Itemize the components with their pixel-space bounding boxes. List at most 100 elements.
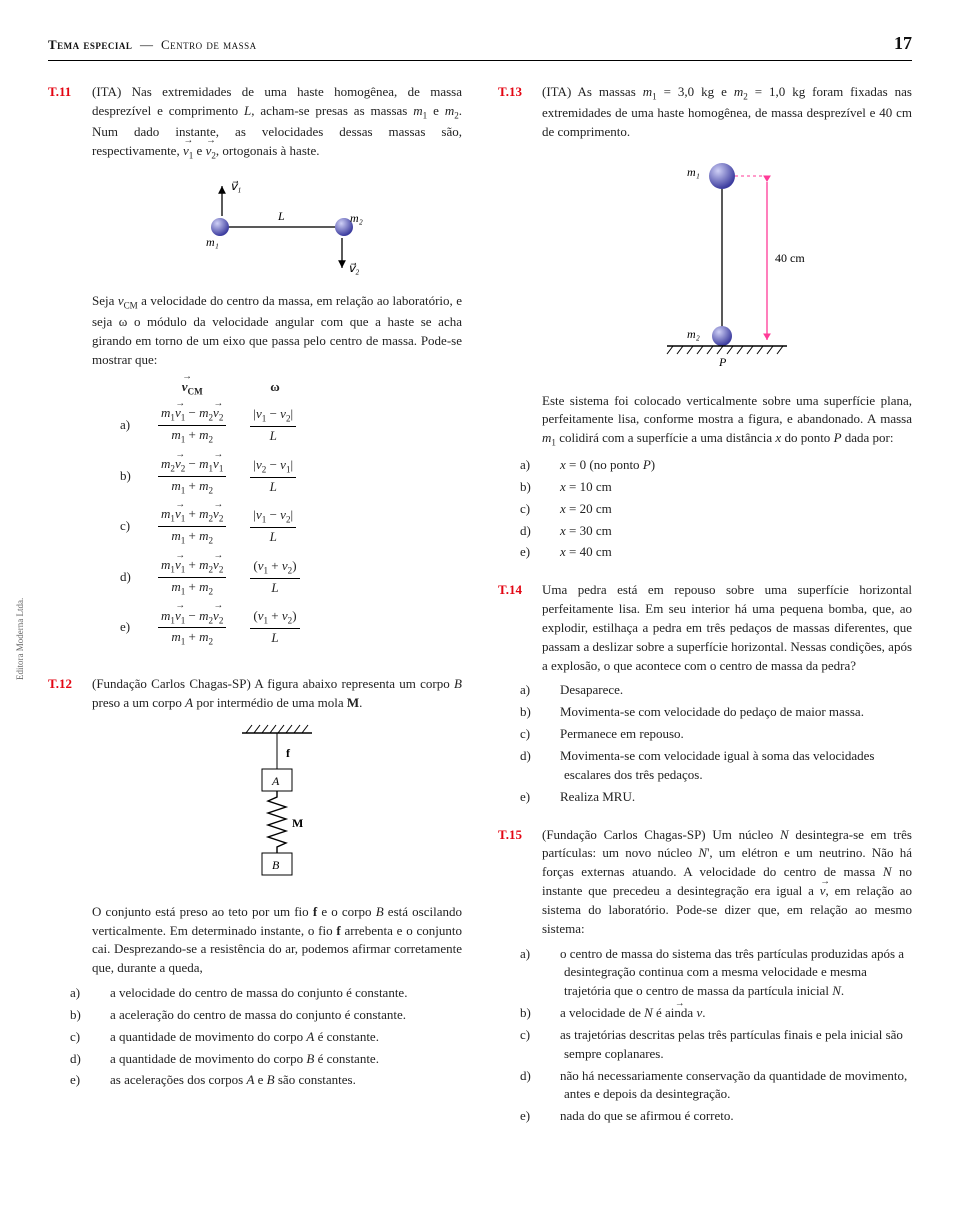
problem-body: Uma pedra está em repouso sobre uma supe… <box>542 581 912 809</box>
p11-opt-e: e) m1v1 − m2v2m1 + m2 (v1 + v2)L <box>110 603 312 654</box>
opt-vcm: m1v1 − m2v2m1 + m2 <box>146 603 238 654</box>
p12-opt-e-text: as acelerações dos corpos A e B são cons… <box>110 1072 356 1087</box>
problem-t12: T.12 (Fundação Carlos Chagas-SP) A figur… <box>48 675 462 1093</box>
opt-omega: (v1 + v2)L <box>238 552 311 603</box>
hdr-vcm: vCM <box>146 376 238 401</box>
p12-options: a)a velocidade do centro de massa do con… <box>92 984 462 1090</box>
p14-c-text: Permanece em repouso. <box>560 726 684 741</box>
header-topic-main: Tema especial <box>48 37 132 52</box>
problem-t15: T.15 (Fundação Carlos Chagas-SP) Um núcl… <box>498 826 912 1130</box>
right-column: T.13 (ITA) As massas m1 = 3,0 kg e m2 = … <box>498 83 912 1145</box>
p11-text1: (ITA) Nas extremidades de uma haste homo… <box>92 83 462 162</box>
p12-opt-b: b)a aceleração do centro de massa do con… <box>92 1006 462 1025</box>
p11-fig-L: L <box>277 209 285 223</box>
p13-fig-m2: m₂ <box>687 327 700 341</box>
p15-opt-e: e)nada do que se afirmou é correto. <box>542 1107 912 1126</box>
left-column: T.11 (ITA) Nas extremidades de uma haste… <box>48 83 462 1145</box>
opt-letter: c) <box>110 501 146 552</box>
p14-options: a)Desaparece. b)Movimenta-se com velocid… <box>542 681 912 806</box>
opt-omega: |v1 − v2|L <box>238 400 311 451</box>
opt-omega: |v1 − v2|L <box>238 501 311 552</box>
p13-text1: (ITA) As massas m1 = 3,0 kg e m2 = 1,0 k… <box>542 83 912 141</box>
p15-options: a)o centro de massa do sistema das três … <box>542 945 912 1127</box>
p15-a-text: o centro de massa do sistema das três pa… <box>560 946 904 999</box>
p13-svg: m₁ m₂ <box>627 152 827 382</box>
p14-opt-d: d)Movimenta-se com velocidade igual à so… <box>542 747 912 785</box>
p15-opt-d: d)não há necessariamente conservação da … <box>542 1067 912 1105</box>
p12-opt-a: a)a velocidade do centro de massa do con… <box>92 984 462 1003</box>
p15-opt-a: a)o centro de massa do sistema das três … <box>542 945 912 1002</box>
p11-fig-v1: v⃗₁ <box>230 179 241 193</box>
hdr-omega: ω <box>238 376 311 401</box>
blank-cell <box>110 376 146 401</box>
header-chapter: Centro de massa <box>161 37 257 52</box>
p15-opt-c: c)as trajetórias descritas pelas três pa… <box>542 1026 912 1064</box>
problem-body: (Fundação Carlos Chagas-SP) A figura aba… <box>92 675 462 1093</box>
p12-fig-B: B <box>272 858 280 872</box>
p11-fig-v2: v⃗₂ <box>348 261 359 275</box>
p15-e-text: nada do que se afirmou é correto. <box>560 1108 734 1123</box>
publisher-sidetext: Editora Moderna Ltda. <box>14 598 27 680</box>
p12-opt-a-text: a velocidade do centro de massa do conju… <box>110 985 407 1000</box>
p15-opt-b: b)a velocidade de N é ainda v. <box>542 1004 912 1023</box>
p12-opt-d-text: a quantidade de movimento do corpo B é c… <box>110 1051 379 1066</box>
p11-opt-b: b) m2v2 − m1v1m1 + m2 |v2 − v1|L <box>110 451 312 502</box>
p14-opt-b: b)Movimenta-se com velocidade do pedaço … <box>542 703 912 722</box>
problem-body: (Fundação Carlos Chagas-SP) Um núcleo N … <box>542 826 912 1130</box>
opt-vcm: m1v1 − m2v2m1 + m2 <box>146 400 238 451</box>
p14-b-text: Movimenta-se com velocidade do pedaço de… <box>560 704 864 719</box>
p14-text1: Uma pedra está em repouso sobre uma supe… <box>542 581 912 675</box>
opt-letter: b) <box>110 451 146 502</box>
opt-letter: a) <box>110 400 146 451</box>
p13-figure: m₁ m₂ <box>542 152 912 382</box>
p11-fig-m1: m₁ <box>206 235 219 249</box>
p11-options-table: vCM ω a) m1v1 − m2v2m1 + m2 |v1 − v2|L b… <box>110 376 312 653</box>
p12-text1: (Fundação Carlos Chagas-SP) A figura aba… <box>92 675 462 713</box>
p15-c-text: as trajetórias descritas pelas três part… <box>560 1027 903 1061</box>
p11-opt-a: a) m1v1 − m2v2m1 + m2 |v1 − v2|L <box>110 400 312 451</box>
page-number: 17 <box>894 30 912 56</box>
p12-svg: f A M B <box>232 723 322 893</box>
header-topic: Tema especial — Centro de massa <box>48 36 257 55</box>
p14-a-text: Desaparece. <box>560 682 623 697</box>
p15-b-text: a velocidade de N é ainda v. <box>560 1005 705 1020</box>
content-columns: T.11 (ITA) Nas extremidades de uma haste… <box>48 83 912 1145</box>
p11-fig-m2: m₂ <box>350 211 363 225</box>
p13-fig-m1: m₁ <box>687 165 700 179</box>
p13-opt-e: e)x = 40 cm <box>542 543 912 562</box>
p12-opt-c-text: a quantidade de movimento do corpo A é c… <box>110 1029 379 1044</box>
page-header: Tema especial — Centro de massa 17 <box>48 30 912 61</box>
opt-vcm: m1v1 + m2v2m1 + m2 <box>146 552 238 603</box>
opt-vcm: m1v1 + m2v2m1 + m2 <box>146 501 238 552</box>
p15-d-text: não há necessariamente conservação da qu… <box>560 1068 907 1102</box>
p14-e-text: Realiza MRU. <box>560 789 635 804</box>
opt-omega: |v2 − v1|L <box>238 451 311 502</box>
p12-opt-b-text: a aceleração do centro de massa do conju… <box>110 1007 406 1022</box>
p12-figure: f A M B <box>92 723 462 893</box>
p13-opt-c: c)x = 20 cm <box>542 500 912 519</box>
opt-vcm: m2v2 − m1v1m1 + m2 <box>146 451 238 502</box>
p15-text1: (Fundação Carlos Chagas-SP) Um núcleo N … <box>542 826 912 939</box>
p11-opt-d: d) m1v1 + m2v2m1 + m2 (v1 + v2)L <box>110 552 312 603</box>
opt-omega: (v1 + v2)L <box>238 603 311 654</box>
p14-d-text: Movimenta-se com velocidade igual à soma… <box>560 748 874 782</box>
p11-figure: v⃗₁ v⃗₂ L m₁ m₂ <box>92 172 462 282</box>
p12-text2: O conjunto está preso ao teto por um fio… <box>92 903 462 978</box>
p13-opt-a: a)x = 0 (no ponto P) <box>542 456 912 475</box>
problem-t13: T.13 (ITA) As massas m1 = 3,0 kg e m2 = … <box>498 83 912 565</box>
p13-opt-d: d)x = 30 cm <box>542 522 912 541</box>
problem-body: (ITA) Nas extremidades de uma haste homo… <box>92 83 462 659</box>
opt-letter: d) <box>110 552 146 603</box>
opt-letter: e) <box>110 603 146 654</box>
problem-t14: T.14 Uma pedra está em repouso sobre uma… <box>498 581 912 809</box>
p11-opt-c: c) m1v1 + m2v2m1 + m2 |v1 − v2|L <box>110 501 312 552</box>
p12-fig-M: M <box>292 816 303 830</box>
p11-text2: Seja vCM a velocidade do centro da massa… <box>92 292 462 369</box>
p13-opt-b: b)x = 10 cm <box>542 478 912 497</box>
p13-options: a)x = 0 (no ponto P) b)x = 10 cm c)x = 2… <box>542 456 912 562</box>
p12-fig-A: A <box>271 774 280 788</box>
p12-opt-c: c)a quantidade de movimento do corpo A é… <box>92 1028 462 1047</box>
p13-fig-P: P <box>718 355 727 369</box>
p11-svg: v⃗₁ v⃗₂ L m₁ m₂ <box>182 172 372 282</box>
p14-opt-e: e)Realiza MRU. <box>542 788 912 807</box>
